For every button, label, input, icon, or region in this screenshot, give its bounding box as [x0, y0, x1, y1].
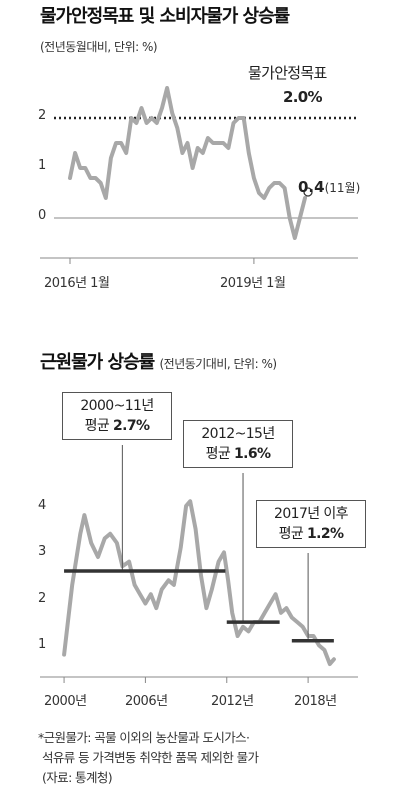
- chart1-y-tick: 2: [38, 108, 46, 123]
- average-line-label: 평균 1.6%: [190, 444, 286, 464]
- average-value: 1.2%: [306, 526, 344, 542]
- average-box-2017-after: 2017년 이후 평균 1.2%: [256, 500, 366, 548]
- chart1-y-tick: 0: [38, 208, 46, 223]
- average-period: 2000~11년: [80, 398, 154, 414]
- average-period: 2017년 이후: [274, 506, 349, 522]
- footnote-line: *근원물가: 곡물 이외의 농산물과 도시가스·: [38, 730, 250, 745]
- target-value-label: 2.0%: [283, 88, 323, 106]
- average-line-label: 평균 2.7%: [69, 416, 165, 436]
- chart2-title-text: 근원물가 상승률: [40, 352, 155, 373]
- footnote-line: (자료: 통계청): [42, 770, 113, 785]
- chart1-plot: [40, 86, 358, 264]
- average-prefix: 평균: [205, 446, 231, 462]
- chart1-x-tick: 2019년 1월: [220, 276, 286, 291]
- chart2-y-tick: 1: [38, 637, 46, 652]
- footnote-line: 석유류 등 가격변동 취약한 품목 제외한 물가: [42, 750, 259, 765]
- chart2-subtitle: (전년동기대비, 단위: %): [159, 357, 277, 371]
- last-point-label: 0.4(11월): [298, 177, 360, 196]
- cpi-series-line: [68, 86, 307, 240]
- last-point-note: (11월): [324, 181, 361, 195]
- chart1-x-tick: 2016년 1월: [44, 276, 110, 291]
- chart2-y-tick: 2: [38, 591, 46, 606]
- chart2-x-tick: 2012년: [211, 694, 254, 709]
- average-value: 2.7%: [112, 418, 150, 434]
- last-point-marker: [303, 187, 313, 197]
- chart2-y-tick: 4: [38, 498, 46, 513]
- average-box-2012-2015: 2012~15년 평균 1.6%: [183, 420, 293, 468]
- chart2-x-tick: 2000년: [44, 694, 87, 709]
- average-prefix: 평균: [278, 526, 304, 542]
- chart1-y-tick: 1: [38, 158, 46, 173]
- chart1-subtitle: (전년동월대비, 단위: %): [40, 40, 158, 54]
- average-box-2000-2011: 2000~11년 평균 2.7%: [62, 392, 172, 440]
- last-point-value: 0.4: [298, 178, 325, 196]
- core-inflation-series-line: [62, 499, 336, 666]
- chart2-plot: [40, 445, 358, 683]
- chart2-y-tick: 3: [38, 544, 46, 559]
- average-prefix: 평균: [84, 418, 110, 434]
- average-line-label: 평균 1.2%: [263, 524, 359, 544]
- footnote: *근원물가: 곡물 이외의 농산물과 도시가스· 석유류 등 가격변동 취약한 …: [38, 728, 259, 788]
- chart2-x-tick: 2018년: [294, 694, 337, 709]
- chart2-x-tick: 2006년: [125, 694, 168, 709]
- average-period: 2012~15년: [201, 426, 275, 442]
- average-value: 1.6%: [233, 446, 271, 462]
- chart1-title: 물가안정목표 및 소비자물가 상승률: [40, 6, 290, 27]
- chart2-title: 근원물가 상승률 (전년동기대비, 단위: %): [40, 348, 277, 374]
- target-label: 물가안정목표: [248, 64, 327, 82]
